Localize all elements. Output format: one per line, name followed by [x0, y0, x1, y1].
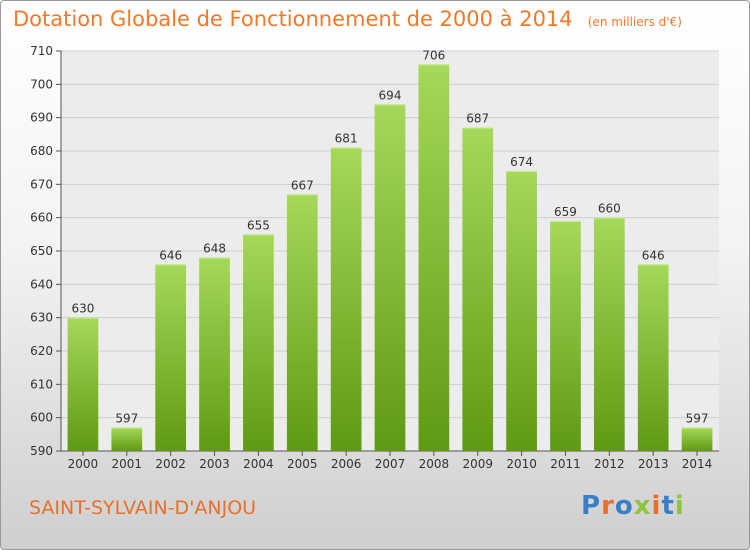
x-tick-label-2002: 2002	[155, 457, 186, 471]
logo-letter: x	[633, 491, 652, 521]
data-label-2013: 646	[642, 248, 665, 262]
x-tick-label-2009: 2009	[462, 457, 493, 471]
logo-letter: i	[651, 491, 662, 521]
data-label-2010: 674	[510, 155, 533, 169]
data-label-2004: 655	[247, 218, 270, 232]
y-tick-label: 700	[30, 77, 53, 91]
data-label-2002: 646	[159, 248, 182, 262]
x-tick-label-2001: 2001	[112, 457, 143, 471]
bar-2000	[67, 317, 99, 451]
logo-letter: r	[601, 491, 615, 521]
bar-2012	[593, 217, 625, 451]
data-label-2006: 681	[335, 132, 358, 146]
x-tick-label-2010: 2010	[506, 457, 537, 471]
proxiti-logo: Proxiti	[581, 491, 685, 521]
x-tick-label-2007: 2007	[375, 457, 406, 471]
logo-letter: t	[661, 491, 675, 521]
bar-2003	[199, 257, 230, 451]
data-label-2009: 687	[466, 112, 489, 126]
bar-2013	[637, 264, 669, 451]
data-label-2011: 659	[554, 205, 577, 219]
y-tick-label: 640	[30, 277, 53, 291]
y-tick-label: 630	[30, 311, 53, 325]
x-tick-label-2003: 2003	[199, 457, 230, 471]
x-tick-label-2012: 2012	[594, 457, 625, 471]
y-tick-label: 690	[30, 111, 53, 125]
logo-letter: o	[614, 491, 634, 521]
logo-letter: i	[674, 491, 685, 521]
y-tick-label: 600	[30, 411, 53, 425]
data-label-2012: 660	[598, 202, 621, 216]
data-label-2003: 648	[203, 242, 226, 256]
bar-2006	[330, 147, 362, 451]
title-row: Dotation Globale de Fonctionnement de 20…	[13, 7, 682, 31]
bar-2011	[550, 221, 581, 451]
data-label-2005: 667	[291, 178, 314, 192]
y-tick-label: 650	[30, 244, 53, 258]
bar-2002	[155, 264, 187, 451]
x-tick-label-2008: 2008	[419, 457, 450, 471]
y-tick-label: 620	[30, 344, 53, 358]
y-tick-label: 680	[30, 144, 53, 158]
x-tick-label-2013: 2013	[638, 457, 669, 471]
bar-2005	[286, 194, 318, 452]
x-tick-label-2005: 2005	[287, 457, 318, 471]
data-label-2014: 597	[686, 412, 709, 426]
x-tick-label-2006: 2006	[331, 457, 362, 471]
bar-2001	[111, 427, 143, 451]
data-label-2007: 694	[379, 88, 402, 102]
bar-2014	[681, 427, 713, 451]
x-tick-label-2004: 2004	[243, 457, 274, 471]
y-tick-label: 710	[30, 44, 53, 58]
data-label-2000: 630	[71, 302, 94, 316]
commune-name: SAINT-SYLVAIN-D'ANJOU	[29, 497, 257, 519]
data-label-2008: 706	[422, 48, 445, 62]
bar-2008	[418, 64, 450, 452]
y-tick-label: 590	[30, 444, 53, 458]
bar-2010	[506, 171, 537, 451]
x-tick-label-2011: 2011	[550, 457, 581, 471]
y-tick-label: 660	[30, 211, 53, 225]
bar-2007	[374, 104, 406, 451]
y-tick-label: 610	[30, 377, 53, 391]
chart-title: Dotation Globale de Fonctionnement de 20…	[13, 7, 573, 31]
x-tick-label-2000: 2000	[68, 457, 99, 471]
data-label-2001: 597	[115, 412, 138, 426]
bar-2004	[243, 234, 274, 451]
chart-subtitle: (en milliers d'€)	[587, 15, 682, 29]
logo-letter: P	[581, 491, 602, 521]
x-tick-label-2014: 2014	[682, 457, 713, 471]
y-tick-label: 670	[30, 177, 53, 191]
bar-2009	[462, 127, 494, 452]
